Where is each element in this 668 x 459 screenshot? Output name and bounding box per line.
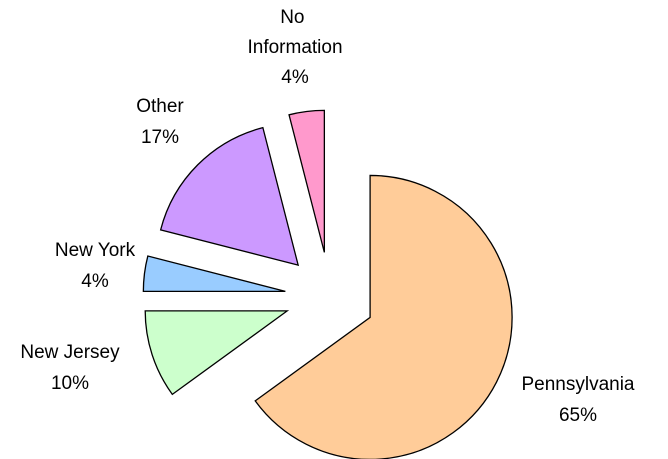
- category-label: Pennsylvania: [521, 374, 634, 395]
- category-label: New York: [55, 240, 136, 261]
- value-label: 10%: [51, 373, 89, 394]
- category-label: No Information: [247, 7, 342, 58]
- pie-slice: [288, 109, 326, 253]
- pie-slice: [254, 174, 513, 459]
- value-label: 65%: [559, 405, 597, 426]
- category-label: Other: [136, 96, 184, 117]
- value-label: 4%: [81, 271, 109, 292]
- pie-slice: [142, 255, 286, 293]
- category-label: New Jersey: [20, 342, 120, 363]
- value-label: 17%: [141, 127, 179, 148]
- pie-slice: [159, 126, 300, 267]
- pie-slice: [144, 310, 290, 396]
- value-label: 4%: [281, 67, 309, 88]
